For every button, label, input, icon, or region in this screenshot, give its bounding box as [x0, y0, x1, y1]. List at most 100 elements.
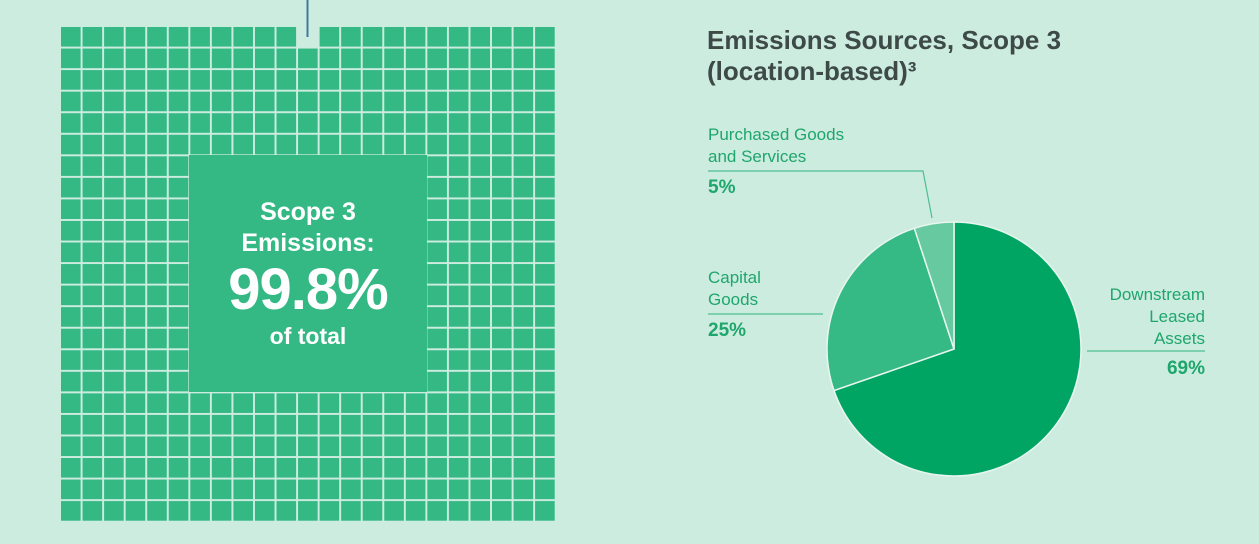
waffle-cell — [513, 91, 534, 112]
waffle-cell — [147, 91, 167, 112]
waffle-cell — [319, 48, 340, 69]
waffle-cell — [384, 393, 404, 413]
waffle-cell — [362, 393, 383, 413]
waffle-cell — [211, 48, 232, 69]
waffle-cell — [125, 113, 146, 133]
waffle-cell — [492, 91, 512, 112]
waffle-cell — [147, 328, 167, 349]
waffle-cell — [470, 436, 491, 457]
waffle-cell — [168, 501, 189, 521]
waffle-cell — [104, 27, 124, 47]
waffle-cell — [82, 307, 103, 327]
waffle-cell — [233, 70, 253, 90]
waffle-cell — [427, 285, 447, 306]
waffle-cell — [470, 501, 491, 521]
waffle-cell — [61, 113, 81, 133]
waffle-cell — [448, 501, 469, 521]
waffle-cell — [362, 458, 383, 478]
label-dla-line2: Leased — [1149, 307, 1205, 326]
waffle-cell — [384, 436, 404, 457]
waffle-cell — [535, 371, 555, 392]
waffle-cell — [168, 199, 189, 219]
waffle-cell — [319, 91, 340, 112]
waffle-cell — [535, 436, 555, 457]
waffle-cell — [104, 264, 124, 284]
summary-line1: Scope 3 — [260, 197, 356, 226]
waffle-cell — [233, 91, 253, 112]
waffle-cell — [298, 436, 318, 457]
waffle-cell — [513, 458, 534, 478]
waffle-cell — [82, 70, 103, 90]
waffle-cell — [492, 156, 512, 176]
waffle-cell — [276, 48, 297, 69]
waffle-cell — [125, 285, 146, 306]
waffle-cell — [535, 479, 555, 500]
waffle-cell — [254, 436, 275, 457]
waffle-cell — [427, 156, 447, 176]
waffle-cell — [427, 436, 447, 457]
waffle-cell — [427, 264, 447, 284]
waffle-cell — [190, 113, 210, 133]
waffle-cell — [448, 307, 469, 327]
waffle-cell — [147, 156, 167, 176]
waffle-cell — [492, 350, 512, 370]
label-capital-line1: Capital — [708, 268, 761, 287]
waffle-cell — [470, 414, 491, 435]
waffle-cell — [427, 350, 447, 370]
waffle-cell — [147, 177, 167, 198]
waffle-cell — [82, 134, 103, 155]
waffle-cell — [427, 479, 447, 500]
waffle-cell — [254, 70, 275, 90]
waffle-cell — [427, 134, 447, 155]
waffle-cell — [168, 264, 189, 284]
waffle-cell — [125, 156, 146, 176]
waffle-cell — [384, 501, 404, 521]
waffle-cell — [470, 285, 491, 306]
waffle-cell — [492, 285, 512, 306]
waffle-cell — [513, 307, 534, 327]
waffle-cell — [492, 328, 512, 349]
waffle-cell — [61, 458, 81, 478]
waffle-cell — [427, 220, 447, 241]
waffle-cell — [427, 113, 447, 133]
waffle-cell — [492, 27, 512, 47]
waffle-cell — [341, 27, 361, 47]
waffle-cell — [233, 27, 253, 47]
waffle-cell — [492, 307, 512, 327]
waffle-cell — [513, 199, 534, 219]
waffle-cell — [427, 328, 447, 349]
waffle-cell — [470, 134, 491, 155]
waffle-cell — [492, 501, 512, 521]
waffle-cell — [276, 414, 297, 435]
waffle-cell — [82, 328, 103, 349]
waffle-cell — [405, 501, 426, 521]
waffle-cell — [384, 113, 404, 133]
waffle-cell — [211, 501, 232, 521]
waffle-cell — [448, 393, 469, 413]
waffle-cell — [341, 458, 361, 478]
waffle-cell — [190, 393, 210, 413]
waffle-cell — [254, 113, 275, 133]
waffle-cell — [61, 371, 81, 392]
waffle-cell — [147, 48, 167, 69]
waffle-cell — [470, 220, 491, 241]
waffle-cell — [147, 199, 167, 219]
waffle-cell — [319, 458, 340, 478]
waffle-cell — [168, 48, 189, 69]
waffle-cell — [276, 458, 297, 478]
waffle-cell — [535, 27, 555, 47]
waffle-cell — [362, 113, 383, 133]
waffle-cell — [470, 177, 491, 198]
waffle-cell — [405, 27, 426, 47]
waffle-cell — [168, 113, 189, 133]
waffle-cell — [448, 285, 469, 306]
waffle-cell — [427, 91, 447, 112]
waffle-cell — [319, 27, 340, 47]
waffle-cell — [61, 393, 81, 413]
waffle-cell — [298, 70, 318, 90]
waffle-cell — [448, 48, 469, 69]
waffle-cell — [61, 350, 81, 370]
waffle-cell — [168, 134, 189, 155]
waffle-cell — [168, 458, 189, 478]
waffle-cell — [513, 328, 534, 349]
